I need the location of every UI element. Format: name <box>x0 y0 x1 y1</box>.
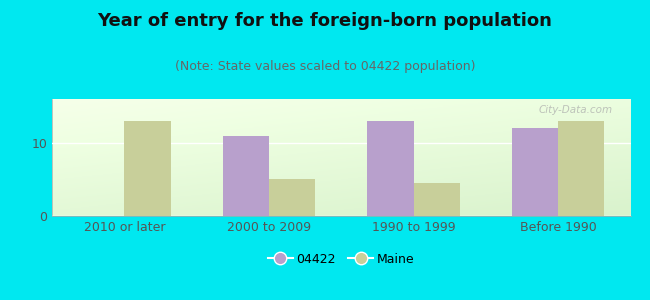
Legend: 04422, Maine: 04422, Maine <box>263 248 420 271</box>
Bar <box>367 121 413 216</box>
Text: (Note: State values scaled to 04422 population): (Note: State values scaled to 04422 popu… <box>175 60 475 73</box>
Text: City-Data.com: City-Data.com <box>539 105 613 115</box>
Bar <box>223 136 269 216</box>
Text: Year of entry for the foreign-born population: Year of entry for the foreign-born popul… <box>98 12 552 30</box>
Bar <box>512 128 558 216</box>
Bar <box>413 183 460 216</box>
Bar <box>124 121 170 216</box>
Bar <box>269 179 315 216</box>
Bar <box>558 121 605 216</box>
